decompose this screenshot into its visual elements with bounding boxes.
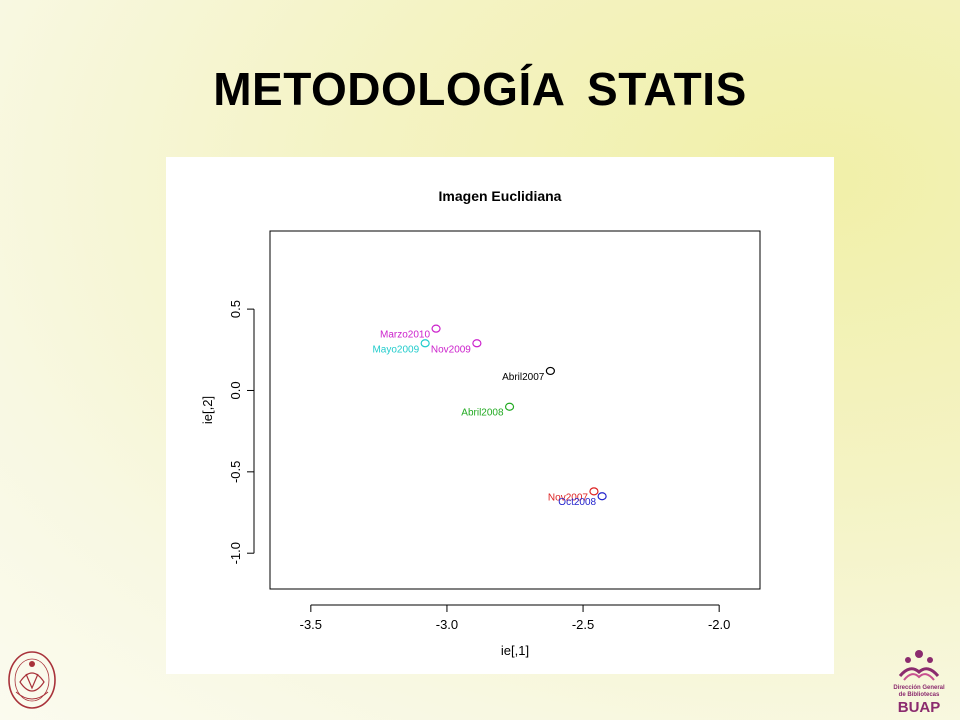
point-label: Abril2007 xyxy=(502,372,545,383)
chart-title: Imagen Euclidiana xyxy=(439,188,562,204)
y-axis: -1.0 -0.5 0.0 0.5 xyxy=(228,300,255,564)
data-point xyxy=(504,402,515,411)
university-seal-logo xyxy=(8,651,56,709)
point-label: Marzo2010 xyxy=(380,330,430,341)
slide-title: METODOLOGÍA STATIS xyxy=(213,63,747,115)
point-label: Nov2009 xyxy=(431,344,471,355)
point-label: Abril2008 xyxy=(461,408,504,419)
data-point xyxy=(545,366,555,376)
x-tick-label: -2.5 xyxy=(572,617,594,632)
y-axis-label: ie[,2] xyxy=(200,396,215,424)
scatter-chart: Imagen Euclidiana -3.5 -3.0 -2.5 -2.0 -1.0-… xyxy=(200,188,761,658)
y-tick-label: 0.5 xyxy=(228,300,243,318)
point-label: Oct2008 xyxy=(558,497,596,508)
plot-box xyxy=(269,230,761,590)
library-logo-line-1: Dirección General xyxy=(893,685,945,691)
y-tick-label: -1.0 xyxy=(228,542,243,564)
data-point xyxy=(589,487,599,496)
data-point xyxy=(420,339,430,348)
x-axis-label: ie[,1] xyxy=(501,643,529,658)
x-tick-label: -2.0 xyxy=(708,617,730,632)
y-tick-label: -0.5 xyxy=(228,461,243,483)
data-point xyxy=(597,492,607,501)
x-axis: -3.5 -3.0 -2.5 -2.0 xyxy=(300,604,730,632)
point-label: Mayo2009 xyxy=(372,344,419,355)
point-label: Nov2007 xyxy=(548,492,588,503)
y-tick-label: 0.0 xyxy=(228,381,243,399)
x-tick-label: -3.0 xyxy=(436,617,458,632)
x-tick-label: -3.5 xyxy=(300,617,322,632)
library-logo-line-2: de Bibliotecas xyxy=(899,692,940,698)
data-points: Marzo2010 Mayo2009 Nov2009 Abril2007 Abril20… xyxy=(372,324,607,508)
data-point xyxy=(431,324,441,333)
data-point xyxy=(472,339,482,348)
library-logo: Dirección General de Bibliotecas BUAP xyxy=(893,650,945,716)
plot-panel: Imagen Euclidiana -3.5 -3.0 -2.5 -2.0 -1.0-… xyxy=(166,157,834,674)
library-logo-acronym: BUAP xyxy=(898,699,941,716)
